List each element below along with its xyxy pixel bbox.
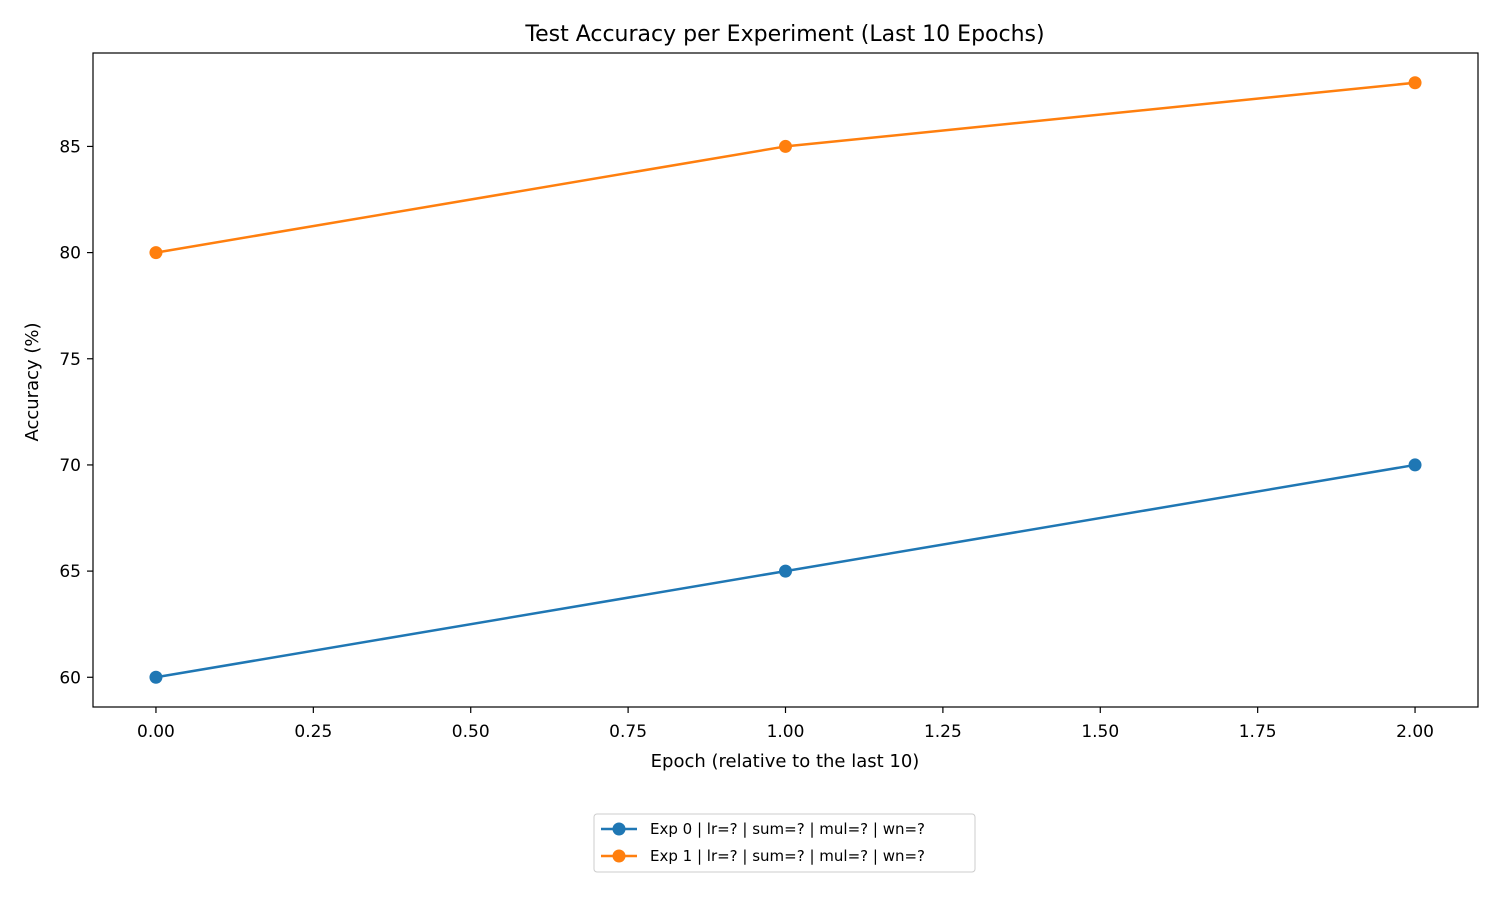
legend-items: Exp 0 | lr=? | sum=? | mul=? | wn=? Exp 1… [601,820,925,865]
legend-label: Exp 0 | lr=? | sum=? | mul=? | wn=? [650,820,925,838]
x-tick-label: 2.00 [1396,722,1434,742]
data-point-exp-0 [149,670,163,684]
x-tick-label: 1.00 [767,722,805,742]
x-tick-label: 0.25 [294,722,332,742]
data-point-exp-1 [1408,76,1422,90]
plot-frame [92,52,1479,708]
x-tick-label: 1.25 [924,722,962,742]
data-point-exp-0 [1408,458,1422,472]
x-tick-label: 1.75 [1239,722,1277,742]
y-tick-label: 65 [59,562,81,582]
y-tick-label: 75 [59,350,81,370]
y-axis: 60 65 70 75 80 85 [59,137,93,688]
y-axis-label: Accuracy (%) [22,322,43,441]
x-axis-label: Epoch (relative to the last 10) [651,751,920,772]
x-tick-label: 0.00 [137,722,175,742]
series-layer [149,76,1422,684]
legend-marker [612,849,626,863]
legend-label: Exp 1 | lr=? | sum=? | mul=? | wn=? [650,847,925,865]
series-exp-1 [149,76,1422,260]
legend-marker [612,822,626,836]
data-point-exp-1 [779,139,792,153]
data-point-exp-0 [779,564,792,578]
series-exp-0 [149,458,1422,684]
x-axis: 0.00 0.25 0.50 0.75 1.00 1.25 1.50 1.75 2.00 [137,707,1434,742]
y-tick-label: 80 [59,244,81,264]
x-tick-label: 1.50 [1081,722,1119,742]
x-tick-label: 0.50 [452,722,490,742]
x-tick-label: 0.75 [609,722,647,742]
y-tick-label: 70 [59,456,81,476]
legend-item-exp-0: Exp 0 | lr=? | sum=? | mul=? | wn=? [601,820,925,838]
y-tick-label: 60 [59,668,81,688]
legend-box [593,813,976,873]
chart-title: Test Accuracy per Experiment (Last 10 Ep… [524,22,1044,47]
data-point-exp-1 [149,246,163,260]
legend-item-exp-1: Exp 1 | lr=? | sum=? | mul=? | wn=? [601,847,925,865]
legend: Exp 0 | lr=? | sum=? | mul=? | wn=? Exp 1… [593,813,976,873]
y-tick-label: 85 [59,137,81,157]
